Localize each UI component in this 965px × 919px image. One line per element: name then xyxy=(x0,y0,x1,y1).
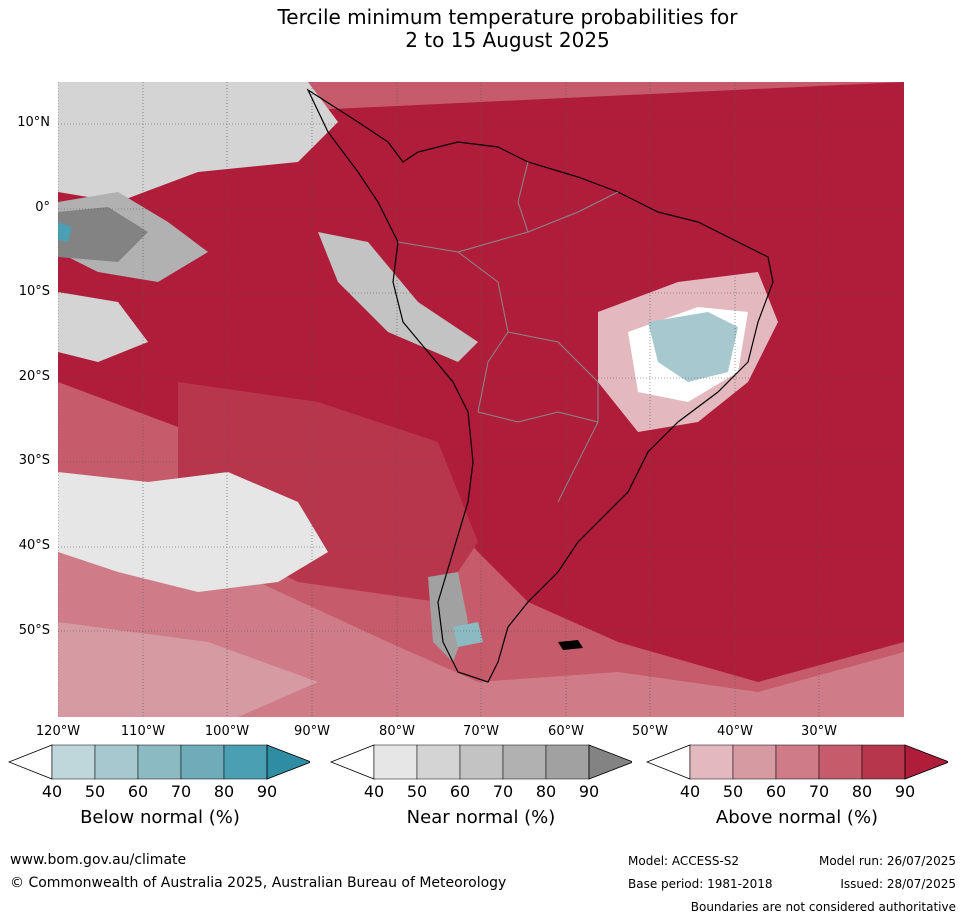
above-legend-tick: 70 xyxy=(808,782,830,801)
lon-label-30w: 30°W xyxy=(801,724,837,739)
website-link[interactable]: www.bom.gov.au/climate xyxy=(10,852,187,868)
lon-label-120w: 120°W xyxy=(35,724,81,739)
near-legend-swatch-60 xyxy=(459,744,504,780)
below-normal-legend-title: Below normal (%) xyxy=(80,807,240,828)
lat-label-20s: 20°S xyxy=(18,369,50,384)
near-legend-tick: 50 xyxy=(406,782,428,801)
near-legend-swatch-min xyxy=(330,744,375,780)
issued-text: Issued: 28/07/2025 xyxy=(840,877,956,891)
lon-label-40w: 40°W xyxy=(717,724,753,739)
below-legend-swatch-80 xyxy=(223,744,268,780)
below-legend-tick: 70 xyxy=(170,782,192,801)
above-legend-swatch-max xyxy=(904,744,948,780)
near-legend-swatch-80 xyxy=(545,744,590,780)
above-normal-lightest-south xyxy=(58,622,318,717)
falkland-islands xyxy=(558,640,583,650)
probability-map xyxy=(58,82,904,717)
below-legend-tick: 40 xyxy=(41,782,63,801)
model-run-text: Model run: 26/07/2025 xyxy=(818,854,956,868)
near-normal-region-strong xyxy=(58,207,148,262)
near-normal-region-north-pacific xyxy=(58,82,338,202)
near-legend-tick: 60 xyxy=(449,782,471,801)
near-normal-legend-title: Near normal (%) xyxy=(406,807,556,828)
map-title-line-2: 2 to 15 August 2025 xyxy=(405,28,610,52)
near-legend-tick: 80 xyxy=(535,782,557,801)
below-legend-swatch-min xyxy=(8,744,53,780)
below-legend-swatch-60 xyxy=(137,744,182,780)
map-title-line-1: Tercile minimum temperature probabilitie… xyxy=(277,5,738,29)
above-legend-swatch-40 xyxy=(689,744,734,780)
lat-label-40s: 40°S xyxy=(18,538,50,553)
above-legend-swatch-70 xyxy=(818,744,863,780)
above-legend-tick: 80 xyxy=(851,782,873,801)
above-legend-swatch-60 xyxy=(775,744,820,780)
lon-label-60w: 60°W xyxy=(548,724,584,739)
below-legend-swatch-max xyxy=(266,744,310,780)
below-legend-tick: 80 xyxy=(213,782,235,801)
lat-label-30s: 30°S xyxy=(18,453,50,468)
lon-label-70w: 70°W xyxy=(463,724,499,739)
near-legend-tick: 70 xyxy=(492,782,514,801)
above-legend-swatch-50 xyxy=(732,744,777,780)
above-normal-legend-title: Above normal (%) xyxy=(715,807,879,828)
below-normal-region-patagonia xyxy=(453,622,483,647)
country-borders xyxy=(397,161,619,503)
below-normal-region-brazil xyxy=(648,312,738,382)
lon-label-50w: 50°W xyxy=(632,724,668,739)
below-legend-swatch-70 xyxy=(180,744,225,780)
near-legend-tick: 90 xyxy=(578,782,600,801)
below-legend-swatch-50 xyxy=(94,744,139,780)
near-legend-swatch-70 xyxy=(502,744,547,780)
near-normal-region-west xyxy=(58,292,148,362)
copyright-text: © Commonwealth of Australia 2025, Austra… xyxy=(10,875,507,891)
above-legend-tick: 40 xyxy=(679,782,701,801)
south-america-coastline xyxy=(306,88,774,683)
below-legend-tick: 50 xyxy=(84,782,106,801)
near-legend-swatch-50 xyxy=(416,744,461,780)
below-legend-tick: 90 xyxy=(256,782,278,801)
below-legend-swatch-40 xyxy=(51,744,96,780)
below-legend-tick: 60 xyxy=(127,782,149,801)
lat-label-0: 0° xyxy=(35,200,50,215)
lat-label-10s: 10°S xyxy=(18,284,50,299)
lat-label-50s: 50°S xyxy=(18,623,50,638)
below-normal-colorbar xyxy=(8,744,310,780)
disclaimer-text: Boundaries are not considered authoritat… xyxy=(690,900,956,914)
above-legend-tick: 90 xyxy=(894,782,916,801)
lat-label-10n: 10°N xyxy=(17,115,50,130)
above-legend-swatch-80 xyxy=(861,744,906,780)
near-legend-swatch-max xyxy=(588,744,632,780)
above-legend-swatch-min xyxy=(646,744,691,780)
above-legend-tick: 60 xyxy=(765,782,787,801)
above-legend-tick: 50 xyxy=(722,782,744,801)
near-normal-region-south-pacific xyxy=(58,472,328,592)
near-normal-colorbar xyxy=(330,744,632,780)
near-normal-region-galapagos xyxy=(318,232,478,362)
near-legend-swatch-40 xyxy=(373,744,418,780)
lon-label-100w: 100°W xyxy=(204,724,250,739)
lon-label-90w: 90°W xyxy=(294,724,330,739)
model-text: Model: ACCESS-S2 xyxy=(628,854,740,868)
above-normal-colorbar xyxy=(646,744,948,780)
lon-label-110w: 110°W xyxy=(120,724,166,739)
graticule xyxy=(58,82,904,717)
below-normal-region-pacific xyxy=(58,222,72,242)
base-period-text: Base period: 1981-2018 xyxy=(628,877,773,891)
near-legend-tick: 40 xyxy=(363,782,385,801)
lon-label-80w: 80°W xyxy=(379,724,415,739)
